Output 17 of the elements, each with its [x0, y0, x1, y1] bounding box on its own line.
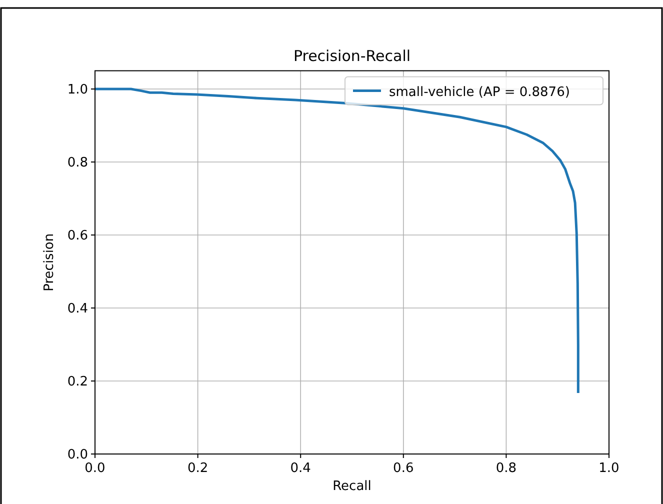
x-tick-label: 0.8 — [496, 461, 517, 476]
x-tick-label: 1.0 — [598, 461, 620, 476]
y-tick-label: 0.0 — [67, 448, 88, 462]
y-tick-label: 0.8 — [67, 156, 88, 170]
x-tick-label: 0.6 — [393, 461, 414, 476]
y-tick-label: 0.6 — [67, 228, 88, 244]
legend-label: small-vehicle (AP = 0.8876) — [389, 84, 570, 100]
y-tick-label: 1.0 — [67, 82, 88, 98]
chart-title: Precision-Recall — [293, 46, 411, 65]
x-tick-label: 0.2 — [187, 461, 208, 476]
y-tick-label: 0.2 — [67, 374, 88, 390]
y-axis-title: Precision — [42, 233, 57, 292]
x-tick-label: 0.0 — [84, 461, 106, 476]
line-series — [94, 88, 580, 394]
x-tick-label: 0.4 — [290, 461, 311, 476]
x-axis-title: Recall — [332, 479, 372, 494]
y-tick-label: 0.4 — [67, 302, 88, 316]
